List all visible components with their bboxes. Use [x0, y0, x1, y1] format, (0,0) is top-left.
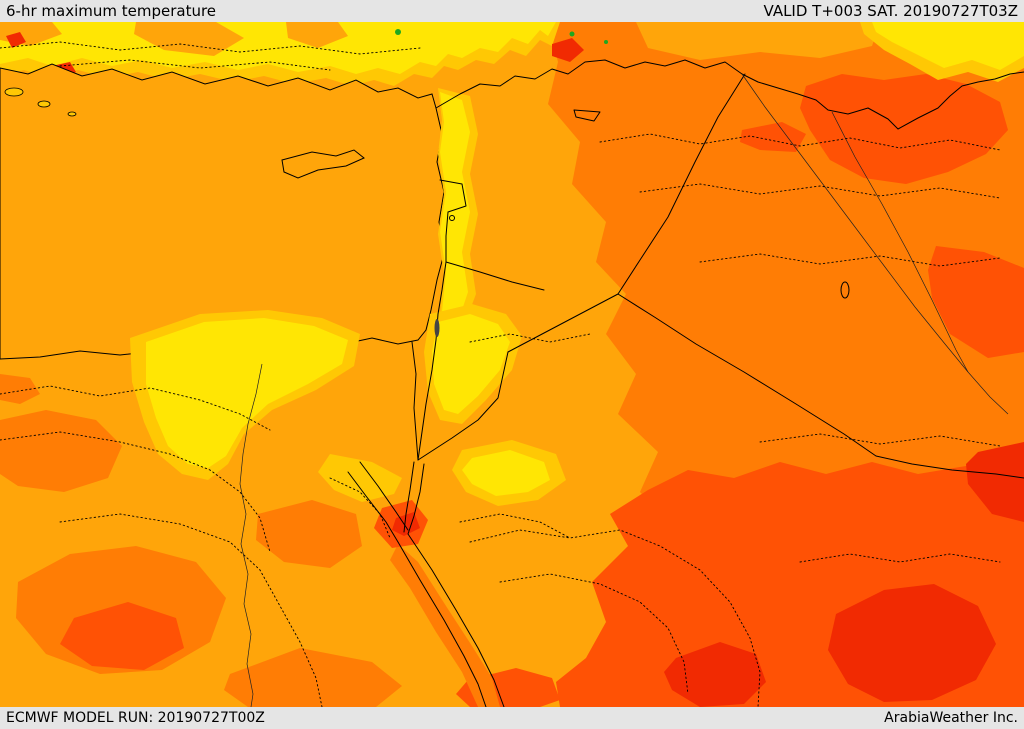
rivers: [239, 73, 1009, 707]
cool-patches: [130, 29, 608, 506]
cyprus-island: [281, 149, 365, 179]
hot-region-east: [456, 22, 1024, 707]
attribution-label: ArabiaWeather Inc.: [884, 710, 1018, 726]
temperature-map-canvas: [0, 22, 1024, 707]
cold-spot: [569, 31, 575, 37]
country-borders: [347, 59, 1024, 707]
aegean-island: [37, 100, 51, 108]
hot-patches-west: [0, 374, 500, 707]
map-footer: ECMWF MODEL RUN: 20190727T00Z ArabiaWeat…: [0, 707, 1024, 729]
cold-spot: [604, 40, 608, 44]
aegean-island: [4, 87, 24, 97]
model-run-label: ECMWF MODEL RUN: 20190727T00Z: [6, 710, 265, 726]
map-title: 6-hr maximum temperature: [6, 2, 217, 20]
contour-lines: [0, 41, 1001, 707]
mediterranean-sea: [0, 63, 446, 360]
aegean-island: [67, 111, 77, 117]
temperature-map: [0, 22, 1024, 707]
valid-time-label: VALID T+003 SAT. 20190727T03Z: [763, 2, 1018, 20]
cool-band-north: [0, 22, 1024, 86]
cold-spot: [395, 29, 401, 35]
map-header: 6-hr maximum temperature VALID T+003 SAT…: [0, 0, 1024, 22]
dead-sea: [434, 319, 440, 337]
